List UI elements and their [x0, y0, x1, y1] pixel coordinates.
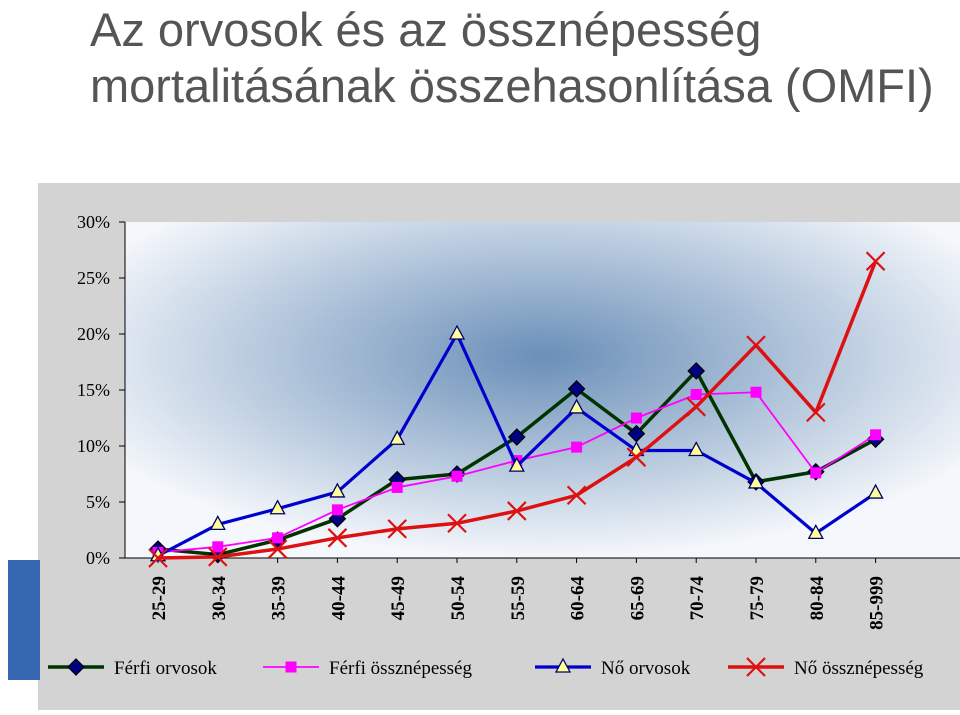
- x-tick-label: 85-999: [867, 576, 888, 630]
- data-point: [630, 412, 642, 424]
- data-point: [688, 441, 705, 457]
- y-tick-label: 20%: [77, 324, 110, 344]
- data-point: [690, 388, 702, 400]
- y-tick-label: 15%: [77, 380, 110, 400]
- data-point: [208, 547, 228, 567]
- data-point: [148, 548, 168, 568]
- data-point: [807, 523, 824, 540]
- data-point: [209, 515, 226, 531]
- data-point: [212, 541, 224, 553]
- data-point: [806, 402, 826, 423]
- data-point: [269, 499, 286, 515]
- data-point: [267, 539, 288, 559]
- x-tick-label: 35-39: [269, 576, 290, 620]
- data-point: [507, 501, 527, 521]
- data-point: [67, 658, 85, 676]
- legend: Férfi orvosok Férfi össznépesség Nő orvoso…: [48, 657, 924, 679]
- x-tick-label: 25-29: [149, 576, 170, 620]
- y-tick-label: 10%: [77, 436, 110, 456]
- x-tick-label: 65-69: [627, 576, 648, 620]
- y-tick-label: 5%: [86, 492, 110, 512]
- legend-label: Férfi össznépesség: [329, 658, 472, 679]
- data-point: [448, 324, 466, 340]
- axes: 0% 5% 10% 15% 20% 25% 30% 25-29 30-34 35-39 40-44 4…: [77, 212, 960, 630]
- data-point: [687, 362, 706, 380]
- x-tick-label: 50-54: [448, 576, 469, 621]
- data-point: [508, 456, 525, 472]
- data-point: [568, 398, 585, 414]
- data-point: [566, 485, 587, 506]
- data-point: [867, 483, 884, 499]
- data-point: [746, 335, 766, 355]
- legend-label: Nő orvosok: [601, 658, 691, 679]
- x-tick-label: 70-74: [687, 576, 708, 621]
- slide-title: Az orvosok és az össznépesség mortalitás…: [90, 3, 934, 112]
- data-point: [285, 661, 297, 673]
- data-point: [387, 519, 407, 539]
- legend-label: Nő össznépesség: [794, 658, 924, 679]
- data-point: [746, 657, 766, 677]
- x-tick-label: 30-34: [209, 576, 230, 621]
- data-point: [391, 481, 403, 493]
- x-tick-label: 80-84: [807, 576, 828, 621]
- plot-area: [125, 222, 960, 558]
- data-point: [554, 657, 572, 673]
- data-point: [571, 441, 583, 453]
- data-point: [747, 473, 765, 489]
- x-tick-label: 40-44: [328, 576, 349, 621]
- data-point: [389, 429, 406, 445]
- data-point: [451, 470, 463, 482]
- series-layer: [148, 251, 886, 568]
- data-point: [626, 447, 647, 467]
- data-point: [329, 482, 346, 498]
- data-point: [567, 380, 586, 398]
- data-point: [750, 386, 762, 398]
- data-point: [327, 528, 348, 548]
- legend-label: Férfi orvosok: [114, 658, 217, 679]
- data-point: [447, 513, 467, 534]
- data-point: [331, 504, 343, 516]
- x-tick-label: 45-49: [388, 576, 409, 620]
- accent-bar: [8, 560, 40, 680]
- data-point: [507, 428, 526, 446]
- y-tick-label: 0%: [86, 548, 110, 568]
- data-point: [686, 397, 706, 417]
- x-tick-label: 60-64: [568, 576, 589, 621]
- x-tick-label: 75-79: [747, 576, 768, 620]
- data-point: [810, 467, 822, 479]
- x-tick-label: 55-59: [508, 576, 529, 620]
- data-point: [870, 429, 882, 441]
- y-tick-label: 25%: [77, 268, 110, 288]
- y-tick-label: 30%: [77, 212, 110, 232]
- data-point: [865, 251, 886, 271]
- data-point: [272, 532, 284, 544]
- series-group: [148, 251, 886, 568]
